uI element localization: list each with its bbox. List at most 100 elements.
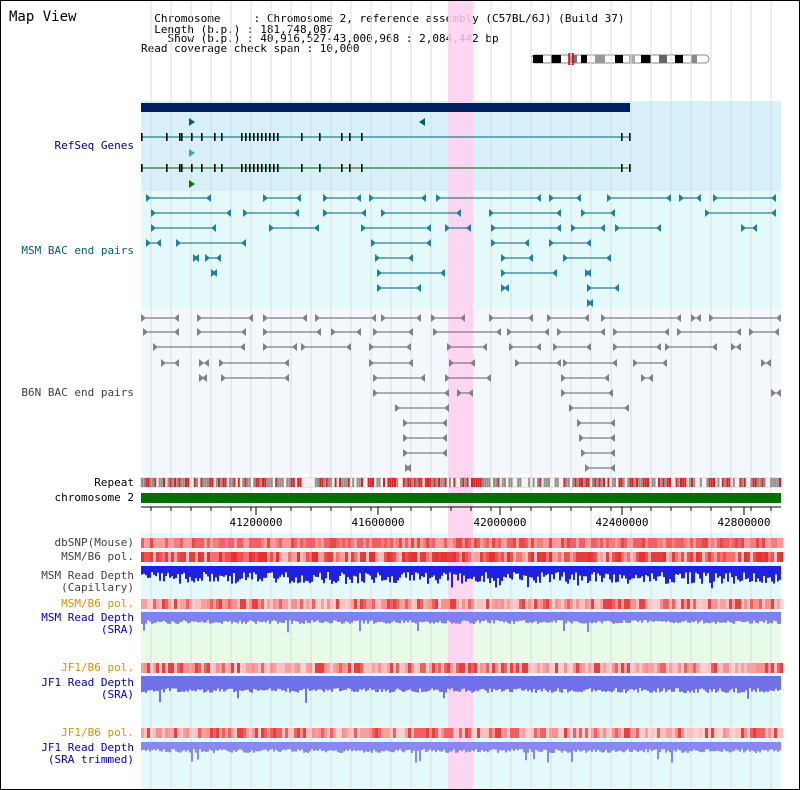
depth-bar [605,612,607,622]
heat-cell [279,599,282,609]
track-label-jf1-b6-pol-1[interactable]: JF1/B6 pol. [61,661,134,674]
track-label-dbsnp[interactable]: dbSNP(Mouse) [54,536,134,549]
b6n-bac-pair-end [381,314,386,322]
track-label-refseq[interactable]: RefSeq Genes [54,139,134,152]
heat-cell [237,538,240,548]
heat-cell [738,663,741,673]
exon-mark [261,164,263,172]
depth-bar [425,612,427,622]
depth-bar [643,676,645,690]
depth-bar [627,676,629,691]
heat-cell [525,728,528,738]
depth-bar [163,612,165,621]
depth-bar [167,566,169,573]
heat-cell [528,728,531,738]
msm-b6-pol-heat-1 [141,552,783,562]
repeat-mark [176,478,179,487]
repeat-mark [508,478,511,487]
track-label-msm-bac[interactable]: MSM BAC end pairs [21,244,134,257]
heat-cell [276,728,279,738]
track-label-msm-depth-cap-1[interactable]: MSM Read Depth [41,569,134,582]
repeat-mark [383,478,385,487]
repeat-mark [488,478,491,487]
track-label-jf1-depth-trim-1[interactable]: JF1 Read Depth [41,741,134,754]
track-label-msm-depth-sra-1[interactable]: MSM Read Depth [41,611,134,624]
depth-bar [711,566,713,589]
depth-bar [475,566,477,582]
depth-bar [519,612,521,621]
b6n-bac-pair-end [221,374,226,382]
depth-bar [531,612,533,624]
b6n-bac-pair-end [316,328,321,336]
heat-cell [693,599,696,609]
repeat-mark [627,478,630,487]
heat-cell [402,728,405,738]
exon-mark [221,164,223,172]
heat-cell [489,599,492,609]
depth-bar [557,676,559,689]
depth-bar [559,566,561,581]
depth-bar [147,742,149,750]
depth-bar [363,742,365,753]
track-label-msm-b6-pol-2[interactable]: MSM/B6 pol. [61,597,134,610]
heat-cell [444,728,447,738]
depth-bar [429,612,431,624]
depth-bar [739,566,741,582]
heat-cell [762,599,765,609]
depth-bar [727,566,729,582]
b6n-bac-pair-end [736,343,741,351]
depth-bar [375,676,377,693]
strand-arrow [189,118,195,126]
heat-cell [627,663,630,673]
depth-bar [351,566,353,583]
track-label-b6n-bac[interactable]: B6N BAC end pairs [21,386,134,399]
heat-cell [657,728,660,738]
heat-cell [366,663,369,673]
depth-bar [419,612,421,622]
depth-bar [765,742,767,751]
heat-cell [324,552,327,562]
b6n-bac-pair-end [403,419,408,427]
depth-bar [371,742,373,753]
heat-cell [315,728,318,738]
repeat-mark [297,478,300,487]
repeat-mark [237,478,240,487]
depth-bar [371,676,373,691]
repeat-mark [726,478,729,487]
repeat-mark [460,478,462,487]
depth-bar [299,742,301,751]
track-label-jf1-b6-pol-2[interactable]: JF1/B6 pol. [61,726,134,739]
track-label-jf1-depth-trim-2: (SRA trimmed) [47,753,134,766]
depth-bar [665,742,667,753]
heat-cell [723,538,726,548]
depth-bar [459,742,461,751]
heat-cell [165,663,168,673]
track-label-repeat[interactable]: Repeat [94,476,134,489]
heat-cell [165,552,168,562]
track-label-msm-b6-pol-1[interactable]: MSM/B6 pol. [61,550,134,563]
msm-bac-pair-end [205,254,210,262]
depth-bar [327,612,329,623]
depth-bar [745,676,747,691]
chromosome-ideogram[interactable] [529,53,713,65]
heat-cell [360,552,363,562]
depth-bar [225,742,227,751]
depth-bar [213,566,215,582]
depth-bar [745,612,747,622]
depth-bar [421,566,423,577]
repeat-mark [774,478,777,487]
heat-cell [333,552,336,562]
heat-cell [543,552,546,562]
heat-cell [381,552,384,562]
b6n-bac-pair-end [174,328,179,336]
heat-cell [510,728,513,738]
depth-bar [187,566,189,583]
depth-bar [643,612,645,621]
heat-cell [426,599,429,609]
heat-cell [579,552,582,562]
depth-bar [707,612,709,623]
heat-cell [552,538,555,548]
depth-bar [217,612,219,623]
track-label-jf1-depth-sra-1[interactable]: JF1 Read Depth [41,676,134,689]
